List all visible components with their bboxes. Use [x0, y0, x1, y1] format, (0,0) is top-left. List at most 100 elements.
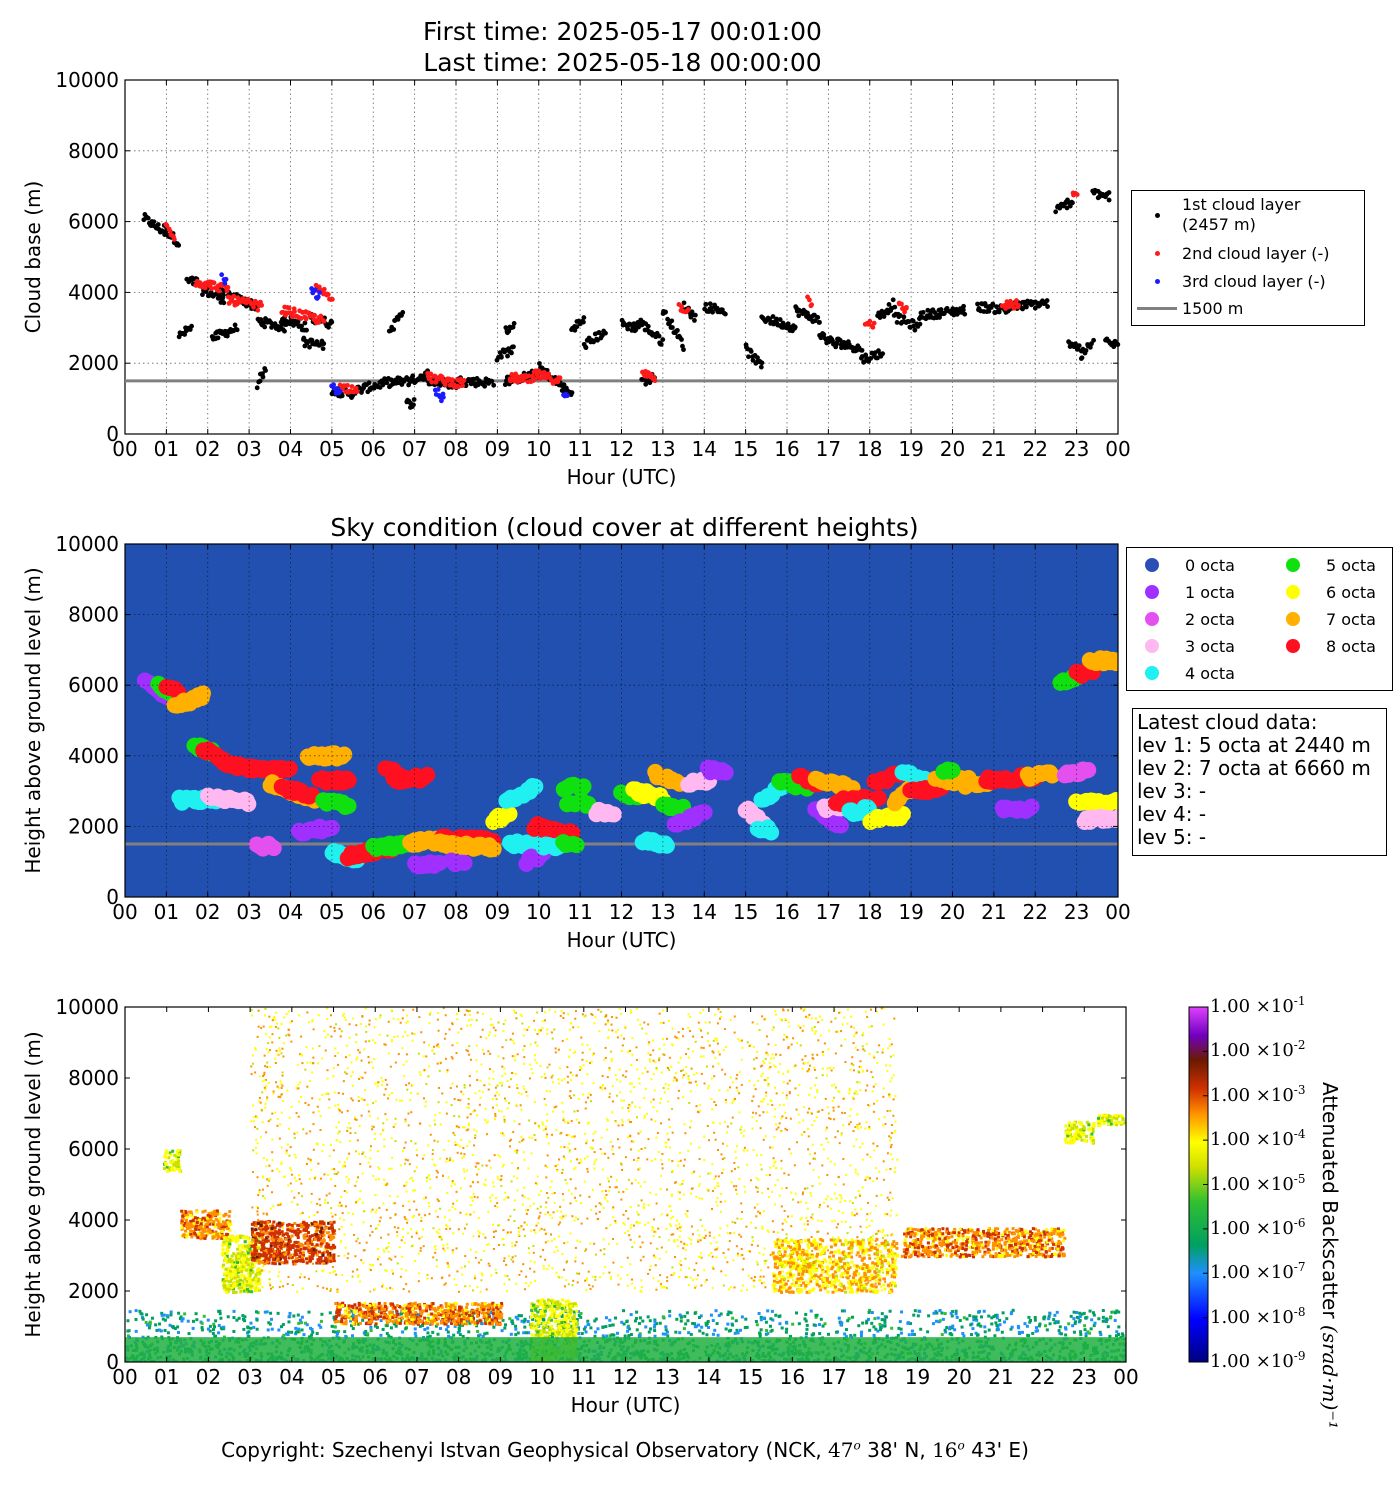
- heatmap-cell: [704, 1323, 708, 1327]
- heatmap-cell: [896, 1333, 900, 1337]
- heatmap-cell: [814, 1314, 818, 1318]
- x-tick-label: 06: [361, 900, 386, 924]
- data-point: [708, 305, 714, 311]
- heatmap-cell: [138, 1309, 142, 1313]
- first-time-title: First time: 2025-05-17 00:01:00: [423, 17, 822, 46]
- heatmap-cell: [510, 1319, 514, 1323]
- heatmap-cell: [758, 1331, 762, 1335]
- heatmap-cell: [287, 1315, 291, 1319]
- heatmap-cell: [818, 1323, 822, 1327]
- heatmap-cell: [387, 1334, 391, 1338]
- heatmap-cell: [385, 1332, 389, 1336]
- heatmap-cell: [350, 1315, 354, 1319]
- heatmap-cell: [310, 1333, 314, 1337]
- heatmap-cell: [1027, 1334, 1031, 1338]
- heatmap-cell: [439, 1326, 443, 1330]
- data-point: [815, 315, 821, 320]
- heatmap-cell: [653, 1319, 657, 1323]
- heatmap-cell: [246, 1325, 250, 1329]
- heatmap-cell: [357, 1322, 361, 1326]
- heatmap-cell: [379, 1319, 383, 1323]
- heatmap-cell: [461, 1334, 465, 1338]
- heatmap-cell: [906, 1321, 910, 1325]
- heatmap-cell: [1079, 1332, 1083, 1336]
- y-axis-label: Height above ground level (m): [21, 567, 45, 873]
- heatmap-cell: [413, 1327, 417, 1331]
- data-point: [345, 382, 350, 388]
- heatmap-cell: [134, 1309, 138, 1313]
- data-point: [337, 389, 343, 394]
- x-tick-label: 07: [402, 437, 427, 461]
- data-point: [286, 305, 292, 311]
- octa-point: [501, 805, 518, 822]
- heatmap-cell: [678, 1313, 682, 1317]
- heatmap-cell: [738, 1328, 742, 1332]
- data-point: [912, 327, 918, 333]
- heatmap-cell: [348, 1319, 352, 1323]
- data-point: [1106, 190, 1112, 195]
- heatmap-cell: [1114, 1311, 1118, 1315]
- heatmap-cell: [222, 1325, 226, 1329]
- heatmap-cell: [713, 1328, 717, 1332]
- data-point: [625, 326, 631, 332]
- heatmap-cell: [222, 1335, 226, 1339]
- heatmap-cell: [1072, 1310, 1076, 1314]
- heatmap-cell: [394, 1324, 398, 1328]
- data-point: [917, 321, 923, 327]
- heatmap-cell: [1036, 1329, 1040, 1333]
- heatmap-cell: [287, 1320, 291, 1324]
- data-point: [817, 319, 822, 325]
- data-point: [262, 324, 268, 330]
- heatmap-cell: [962, 1316, 966, 1320]
- octa-point: [265, 840, 282, 857]
- data-point: [292, 309, 297, 315]
- data-point: [975, 301, 980, 307]
- heatmap-cell: [679, 1319, 683, 1323]
- heatmap-cell: [837, 1316, 841, 1320]
- x-tick-label: 01: [154, 437, 179, 461]
- data-point: [837, 337, 843, 343]
- data-point: [502, 382, 508, 388]
- x-tick-label: 19: [898, 900, 923, 924]
- data-point: [491, 382, 497, 388]
- heatmap-cell: [608, 1334, 612, 1338]
- x-tick-label: 14: [692, 437, 717, 461]
- heatmap-cell: [1108, 1316, 1112, 1320]
- heatmap-cell: [979, 1324, 983, 1328]
- data-point: [755, 355, 760, 361]
- heatmap-cell: [1016, 1324, 1020, 1328]
- heatmap-cell: [916, 1314, 920, 1318]
- heatmap-cell: [237, 1316, 241, 1320]
- data-point: [603, 330, 608, 336]
- data-point: [580, 319, 586, 325]
- heatmap-cell: [475, 1324, 479, 1328]
- data-point: [961, 303, 966, 309]
- heatmap-cell: [266, 1328, 270, 1332]
- data-point: [692, 318, 697, 323]
- heatmap-cell: [859, 1334, 863, 1338]
- data-point: [746, 354, 751, 360]
- data-point: [302, 320, 308, 326]
- x-tick-label: 00: [1105, 437, 1130, 461]
- data-point: [564, 393, 570, 399]
- heatmap-cell: [958, 1319, 962, 1323]
- heatmap-cell: [994, 1321, 998, 1325]
- heatmap-cell: [995, 1316, 999, 1320]
- heatmap-cell: [364, 1329, 368, 1333]
- data-point: [569, 390, 575, 396]
- heatmap-cell: [880, 1318, 884, 1322]
- heatmap-cell: [369, 1325, 373, 1329]
- heatmap-cell: [711, 1319, 715, 1323]
- heatmap-cell: [601, 1325, 605, 1329]
- heatmap-cell: [1031, 1331, 1035, 1335]
- heatmap-cell: [764, 1320, 768, 1324]
- heatmap-cell: [242, 1327, 246, 1331]
- octa-point: [240, 795, 257, 812]
- heatmap-cell: [1009, 1327, 1013, 1331]
- heatmap-cell: [693, 1325, 697, 1329]
- heatmap-cell: [458, 1333, 462, 1337]
- heatmap-cell: [580, 1332, 584, 1336]
- heatmap-cell: [213, 1325, 217, 1329]
- heatmap-cell: [637, 1321, 641, 1325]
- data-point: [312, 312, 318, 318]
